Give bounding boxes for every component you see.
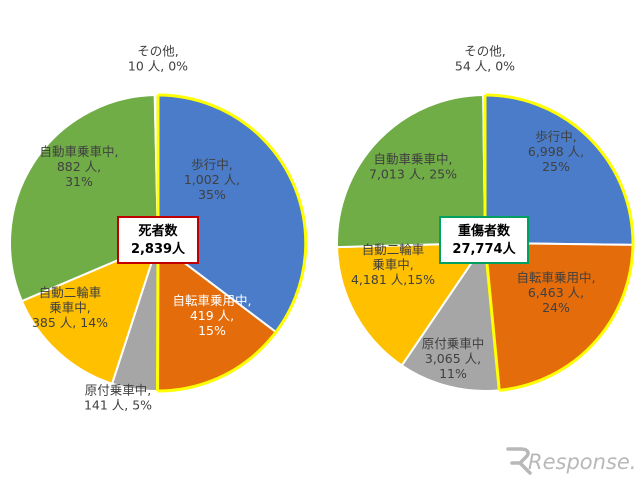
data-label-line: 自動二輪車 <box>362 242 425 257</box>
response-logo-icon <box>506 447 532 475</box>
pie-1-center-label: 重傷者数 27,774人 <box>452 223 516 257</box>
response-logo-watermark: Response. <box>506 447 636 475</box>
center-label-line: 重傷者数 <box>458 223 511 239</box>
data-label-line: 15% <box>198 323 226 338</box>
data-label-line: 31% <box>65 174 93 189</box>
data-label-line: 自転車乗用中, <box>517 270 596 285</box>
data-label-line: 35% <box>198 187 226 202</box>
pie-1-highlight-outline <box>484 93 635 392</box>
pie-1-slice-1-label: 自転車乗用中, 6,463 人, 24% <box>517 270 596 315</box>
watermark-text: Response. <box>528 450 636 474</box>
data-label-line: 6,463 人, <box>528 285 584 300</box>
data-label-line: 3,065 人, <box>425 351 481 366</box>
pie-0-slice-1-label: 自転車乗用中, 419 人, 15% <box>173 293 252 338</box>
data-label-line: 乗車中, <box>372 257 413 272</box>
data-label-line: 自動車乗車中, <box>374 152 453 167</box>
data-label-line: 24% <box>542 300 570 315</box>
pie-1-center-box <box>439 216 529 264</box>
data-label-line: 882 人, <box>57 159 101 174</box>
data-label-line: 歩行中, <box>191 157 232 172</box>
pie-1-highlight-edge-end <box>483 242 501 391</box>
data-label-line: 歩行中, <box>535 129 576 144</box>
data-label-line: その他, <box>137 44 178 59</box>
data-label-line: 10 人, 0% <box>128 59 188 74</box>
center-label-line: 2,839人 <box>131 241 186 257</box>
pie-0-slice-0-label: 歩行中, 1,002 人, 35% <box>184 157 240 202</box>
pie-1-slice-2 <box>400 240 501 392</box>
data-label-line: 25% <box>542 159 570 174</box>
pie-1-slice-4 <box>336 93 487 249</box>
pie-1-slice-3-label: 自動二輪車乗車中, 4,181 人,15% <box>351 242 435 287</box>
data-label-line: 1,002 人, <box>184 172 240 187</box>
pie-0-slice-5-label: その他, 10 人, 0% <box>128 44 188 74</box>
pie-0-slice-3-label: 自動二輪車乗車中, 385 人, 14% <box>32 285 108 330</box>
data-label-line: 原付乗車中, <box>85 383 151 398</box>
pie-0-slice-2-label: 原付乗車中, 141 人, 5% <box>84 383 152 413</box>
serious-injuries-pie-chart: 歩行中, 6,998 人, 25% 自転車乗用中, 6,463 人, 24% 原付乗車中 3,… <box>336 44 635 392</box>
pie-1-slice-4-label: 自動車乗車中, 7,013 人, 25% <box>369 152 457 182</box>
data-label-line: 自転車乗用中, <box>173 293 252 308</box>
center-label-line: 27,774人 <box>452 241 516 257</box>
data-label-line: 自動二輪車 <box>39 285 102 300</box>
data-label-line: 54 人, 0% <box>455 59 515 74</box>
pie-1-slice-1 <box>483 241 635 392</box>
data-label-line: その他, <box>464 44 505 59</box>
data-label-line: 11% <box>439 366 467 381</box>
data-label-line: 乗車中, <box>49 300 90 315</box>
data-label-line: 6,998 人, <box>528 144 584 159</box>
pie-0-center-box <box>117 216 199 264</box>
pie-0-highlight-outline <box>157 93 308 393</box>
fatalities-pie-chart: 歩行中, 1,002 人, 35% 自転車乗用中, 419 人, 15% 原付乗車中, 141… <box>9 44 308 413</box>
data-label-line: 4,181 人,15% <box>351 272 435 287</box>
pie-1-slice-3 <box>336 241 487 367</box>
data-label-line: 385 人, 14% <box>32 315 108 330</box>
pie-1-slice-5-label: その他, 54 人, 0% <box>455 44 515 74</box>
data-label-line: 自動車乗車中, <box>40 144 119 159</box>
data-label-line: 419 人, <box>190 308 234 323</box>
pie-0-center-label: 死者数 2,839人 <box>131 223 186 257</box>
data-label-line: 7,013 人, 25% <box>369 167 457 182</box>
data-label-line: 141 人, 5% <box>84 398 152 413</box>
data-label-line: 原付乗車中 <box>422 336 485 351</box>
pie-0-slice-4-label: 自動車乗車中, 882 人, 31% <box>40 144 119 189</box>
center-label-line: 死者数 <box>138 223 178 239</box>
pie-1-slice-2-label: 原付乗車中 3,065 人, 11% <box>422 336 485 381</box>
pie-0-slice-3 <box>20 241 160 385</box>
pie-1-slice-0-label: 歩行中, 6,998 人, 25% <box>528 129 584 174</box>
